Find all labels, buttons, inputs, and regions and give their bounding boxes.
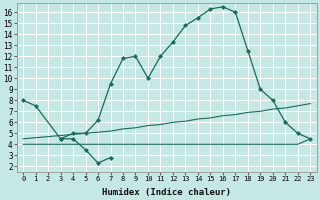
X-axis label: Humidex (Indice chaleur): Humidex (Indice chaleur)	[102, 188, 231, 197]
